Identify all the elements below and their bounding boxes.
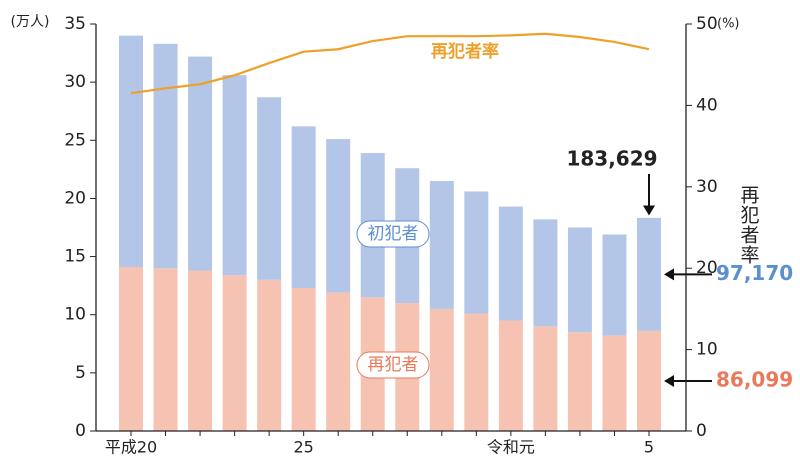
- bar-segment: [567, 227, 592, 333]
- y-tick-label: 35: [64, 14, 86, 34]
- bar-segment: [326, 139, 351, 293]
- y-tick-label: 15: [64, 247, 86, 267]
- x-tick-label: 平成20: [105, 438, 157, 457]
- bar-segment: [257, 279, 282, 431]
- y2-tick-label: 10: [696, 340, 718, 360]
- y2-tick-label: 20: [696, 258, 718, 278]
- y-tick-label: 5: [75, 363, 86, 383]
- bar-segment: [188, 56, 213, 271]
- arrow-head: [643, 205, 655, 216]
- bar-segment: [464, 313, 489, 431]
- y-tick-label: 0: [75, 421, 86, 441]
- bar-segment: [637, 217, 661, 331]
- bar-segment: [257, 97, 282, 280]
- bar-segment: [602, 234, 627, 336]
- y2-tick-label: 50: [696, 14, 718, 34]
- bar-segment: [429, 308, 454, 431]
- bar-segment: [637, 330, 661, 431]
- bar-segment: [498, 320, 523, 431]
- y-unit: (万人): [11, 14, 50, 30]
- arrow-head: [664, 268, 674, 281]
- bar-segment: [153, 43, 178, 269]
- y2-tick-label: 30: [696, 177, 718, 197]
- bar-segment: [222, 275, 247, 431]
- bar-segment: [602, 335, 627, 431]
- y-tick-label: 20: [64, 188, 86, 208]
- y2-axis-title: 再犯者率: [738, 185, 760, 265]
- bar-segment: [119, 35, 143, 268]
- bar-segment: [429, 180, 454, 309]
- arrow-head: [664, 374, 674, 387]
- bar-segment: [291, 287, 316, 431]
- y2-unit: (%): [717, 17, 740, 32]
- bar-segment: [222, 75, 247, 276]
- y-tick-label: 10: [64, 305, 86, 325]
- bar-segment: [119, 267, 143, 431]
- rate-line: [130, 32, 650, 95]
- y2-tick-label: 0: [696, 421, 707, 441]
- bar-segment: [188, 270, 213, 431]
- series-label: 再犯者: [368, 355, 419, 375]
- bar-segment: [567, 332, 592, 431]
- series-label-box: [356, 220, 430, 248]
- bar-segment: [326, 292, 351, 431]
- x-tick-label: 令和元: [487, 438, 535, 457]
- series-label: 初犯者: [368, 224, 419, 244]
- y-tick-label: 25: [64, 130, 86, 150]
- total-label: 183,629: [566, 147, 657, 171]
- y2-tick-label: 40: [696, 95, 718, 115]
- bar-segment: [291, 126, 316, 288]
- bar-segment: [533, 219, 558, 327]
- bar-segment: [533, 326, 558, 431]
- series-label: 再犯者率: [431, 41, 499, 62]
- value-label: 97,170: [716, 261, 793, 285]
- y-tick-label: 30: [64, 72, 86, 92]
- x-tick-label: 5: [644, 438, 654, 457]
- x-tick-label: 25: [293, 438, 313, 457]
- bar-segment: [464, 191, 489, 314]
- bar-segment: [153, 268, 178, 431]
- bar-segment: [498, 206, 523, 321]
- series-label-box: [356, 351, 430, 379]
- value-label: 86,099: [716, 367, 793, 391]
